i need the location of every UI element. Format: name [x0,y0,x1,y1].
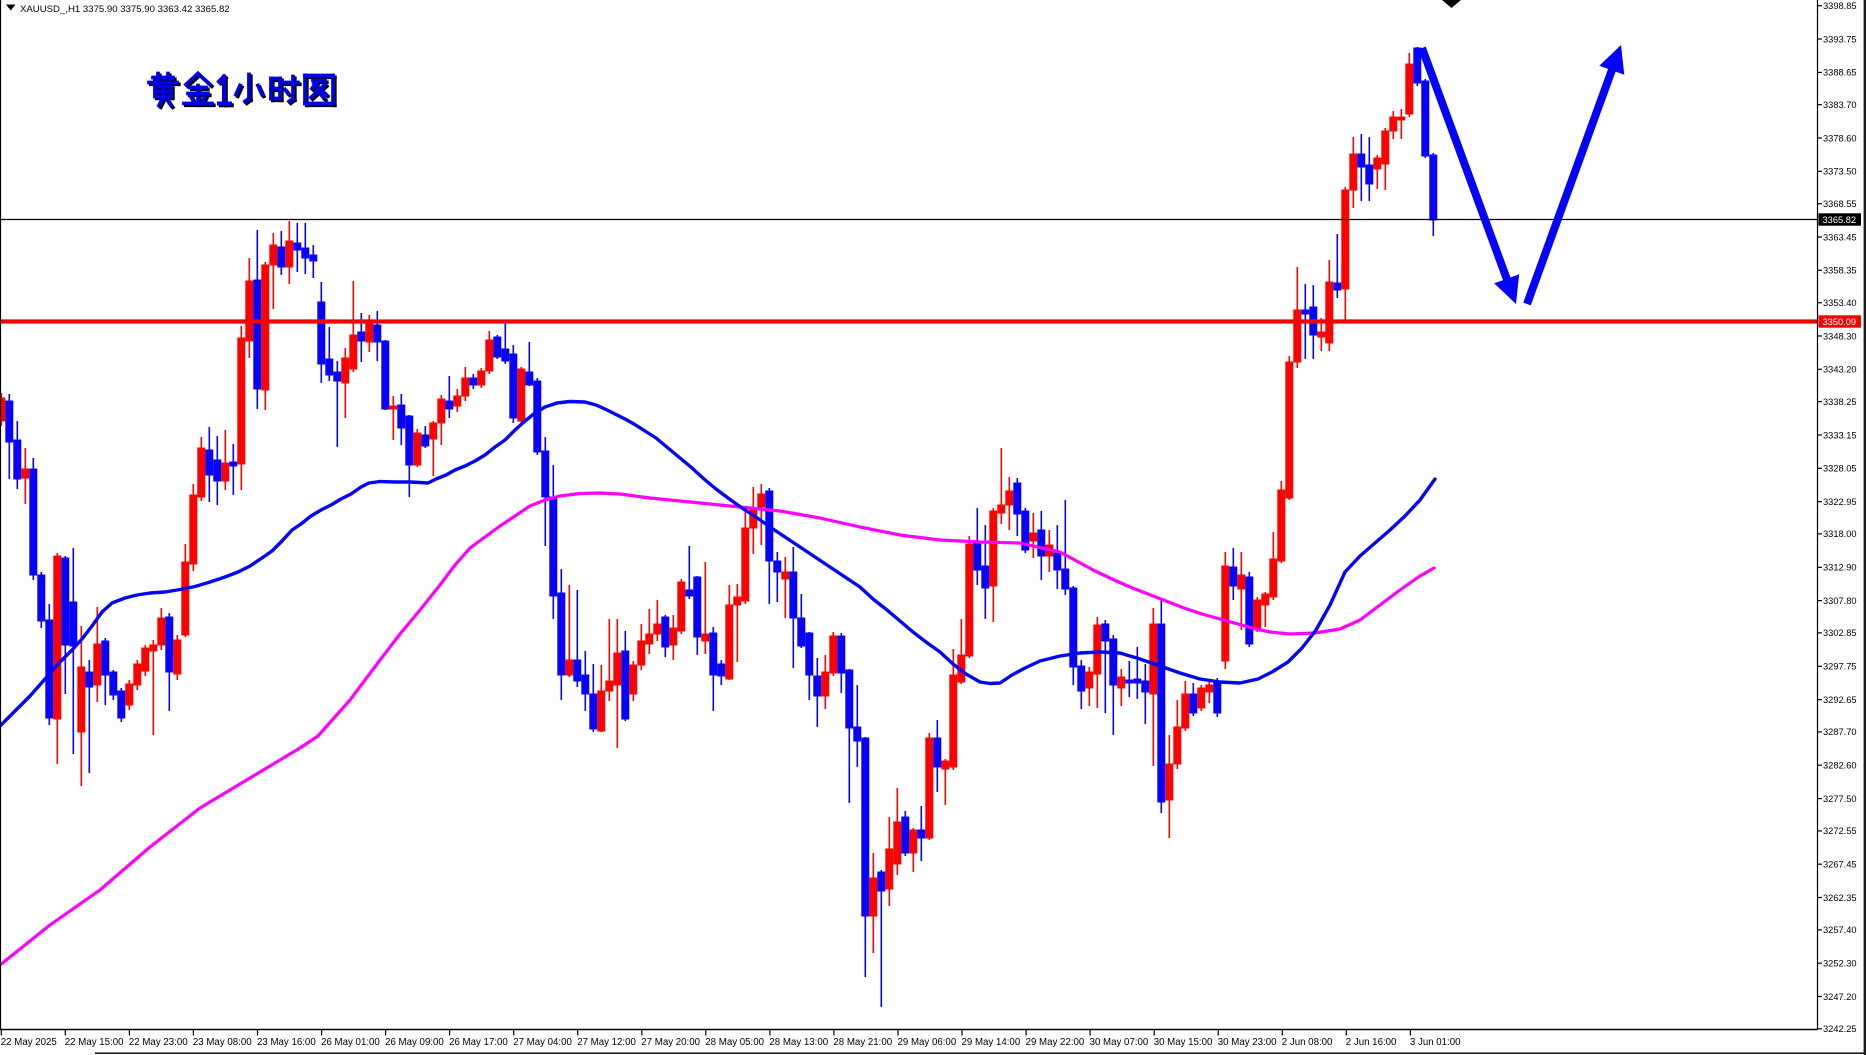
svg-text:22 May 15:00: 22 May 15:00 [65,1037,124,1048]
svg-text:3358.35: 3358.35 [1823,266,1857,276]
svg-text:23 May 08:00: 23 May 08:00 [193,1037,252,1048]
svg-text:3378.60: 3378.60 [1823,133,1857,143]
svg-text:3373.50: 3373.50 [1823,167,1857,177]
svg-text:3257.40: 3257.40 [1823,925,1857,935]
svg-text:2 Jun 16:00: 2 Jun 16:00 [1346,1037,1397,1048]
svg-text:3322.95: 3322.95 [1823,497,1857,507]
svg-text:3307.80: 3307.80 [1823,596,1857,606]
svg-text:22 May 2025: 22 May 2025 [1,1037,57,1048]
svg-text:3393.75: 3393.75 [1823,34,1857,44]
svg-text:3272.55: 3272.55 [1823,826,1857,836]
svg-text:3368.55: 3368.55 [1823,199,1857,209]
svg-text:3343.20: 3343.20 [1823,365,1857,375]
svg-text:3252.30: 3252.30 [1823,959,1857,969]
svg-text:27 May 12:00: 27 May 12:00 [577,1037,636,1048]
svg-text:28 May 05:00: 28 May 05:00 [705,1037,764,1048]
svg-text:3277.50: 3277.50 [1823,794,1857,804]
svg-text:3247.20: 3247.20 [1823,992,1857,1002]
svg-text:26 May 17:00: 26 May 17:00 [449,1037,508,1048]
svg-text:3383.70: 3383.70 [1823,100,1857,110]
svg-text:3302.85: 3302.85 [1823,628,1857,638]
svg-text:2 Jun 08:00: 2 Jun 08:00 [1282,1037,1333,1048]
svg-text:29 May 06:00: 29 May 06:00 [898,1037,957,1048]
svg-text:3348.30: 3348.30 [1823,331,1857,341]
svg-text:30 May 07:00: 30 May 07:00 [1090,1037,1149,1048]
svg-text:3328.05: 3328.05 [1823,464,1857,474]
svg-text:29 May 22:00: 29 May 22:00 [1026,1037,1085,1048]
svg-text:3318.00: 3318.00 [1823,529,1857,539]
svg-text:23 May 16:00: 23 May 16:00 [257,1037,316,1048]
svg-text:3262.35: 3262.35 [1823,893,1857,903]
svg-text:30 May 23:00: 30 May 23:00 [1218,1037,1277,1048]
svg-text:27 May 20:00: 27 May 20:00 [641,1037,700,1048]
svg-text:26 May 09:00: 26 May 09:00 [385,1037,444,1048]
svg-text:3363.45: 3363.45 [1823,232,1857,242]
svg-text:26 May 01:00: 26 May 01:00 [321,1037,380,1048]
svg-text:3267.45: 3267.45 [1823,860,1857,870]
svg-text:3282.60: 3282.60 [1823,761,1857,771]
svg-text:3292.65: 3292.65 [1823,695,1857,705]
svg-text:28 May 21:00: 28 May 21:00 [833,1037,892,1048]
svg-text:3338.25: 3338.25 [1823,397,1857,407]
svg-text:29 May 14:00: 29 May 14:00 [962,1037,1021,1048]
svg-text:3312.90: 3312.90 [1823,563,1857,573]
svg-text:3297.75: 3297.75 [1823,662,1857,672]
svg-text:XAUUSD_,H1 3375.90 3375.90 33: XAUUSD_,H1 3375.90 3375.90 3363.42 3365.… [20,4,230,15]
svg-text:3353.40: 3353.40 [1823,298,1857,308]
svg-text:22 May 23:00: 22 May 23:00 [129,1037,188,1048]
svg-text:3398.85: 3398.85 [1823,1,1857,11]
svg-text:3333.15: 3333.15 [1823,430,1857,440]
svg-text:3388.65: 3388.65 [1823,68,1857,78]
svg-text:3 Jun 01:00: 3 Jun 01:00 [1410,1037,1461,1048]
svg-text:30 May 15:00: 30 May 15:00 [1154,1037,1213,1048]
svg-text:3350.09: 3350.09 [1823,317,1857,327]
svg-text:3365.82: 3365.82 [1823,215,1857,225]
svg-text:3287.70: 3287.70 [1823,727,1857,737]
svg-text:3242.25: 3242.25 [1823,1024,1857,1034]
svg-text:27 May 04:00: 27 May 04:00 [513,1037,572,1048]
svg-text:28 May 13:00: 28 May 13:00 [769,1037,828,1048]
